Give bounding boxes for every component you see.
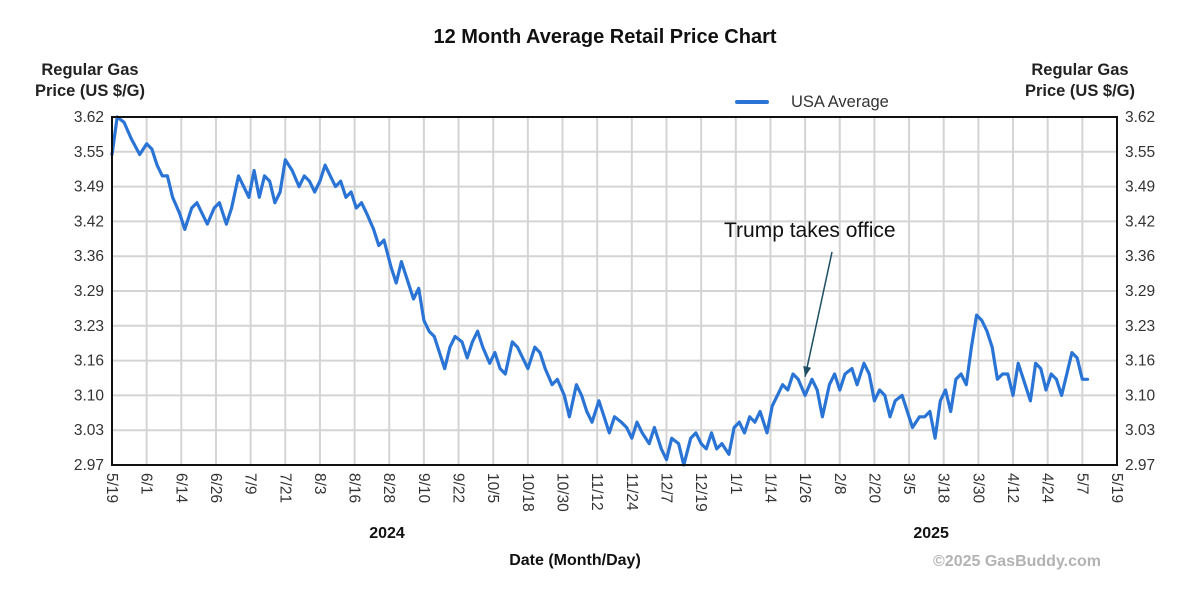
x-tick-label: 6/1	[138, 473, 155, 495]
legend-swatch-usa-average	[735, 100, 769, 104]
y-tick-label-left: 3.16	[74, 353, 104, 370]
y-tick-label-left: 3.42	[74, 213, 104, 230]
y-tick-label-left: 3.23	[74, 318, 104, 335]
plot-frame	[111, 116, 1118, 466]
x-tick-label: 1/14	[761, 473, 778, 504]
x-tick-label: 4/12	[1004, 473, 1021, 503]
x-tick-label: 1/26	[796, 473, 813, 503]
x-tick-label: 11/12	[588, 473, 605, 511]
y-tick-label-right: 3.23	[1125, 318, 1155, 335]
y-tick-label-left: 3.29	[74, 283, 104, 300]
x-tick-label: 4/24	[1039, 473, 1056, 504]
x-tick-label: 8/16	[346, 473, 363, 503]
year-label-2025: 2025	[913, 525, 949, 542]
y-tick-label-right: 3.16	[1125, 353, 1155, 370]
y-tick-label-left: 3.36	[74, 248, 104, 265]
annotation-trump-takes-office: Trump takes office	[724, 219, 896, 242]
x-tick-label: 2/20	[865, 473, 882, 504]
x-tick-label: 3/18	[935, 473, 952, 503]
x-tick-label: 5/19	[1108, 473, 1125, 503]
y-tick-label-left: 3.55	[74, 144, 104, 161]
y-axis-label-left: Regular Gas Price (US $/G)	[34, 61, 146, 100]
y-tick-label-right: 3.49	[1125, 179, 1155, 196]
x-tick-label: 10/18	[519, 473, 536, 512]
x-tick-label: 11/24	[623, 473, 640, 511]
x-tick-label: 8/3	[311, 473, 328, 495]
x-tick-label: 12/7	[657, 473, 674, 503]
y-tick-label-right: 3.10	[1125, 387, 1156, 404]
y-tick-label-right: 3.55	[1125, 144, 1155, 161]
y-tick-label-right: 3.62	[1125, 109, 1155, 126]
y-tick-label-left: 2.97	[74, 457, 104, 474]
x-tick-label: 10/30	[554, 473, 571, 512]
legend: USA Average	[735, 92, 889, 112]
chart-title: 12 Month Average Retail Price Chart	[433, 26, 777, 48]
annotation-arrow-head	[803, 366, 812, 377]
x-tick-label: 5/7	[1073, 473, 1090, 495]
copyright-credit: ©2025 GasBuddy.com	[933, 553, 1101, 570]
x-tick-label: 3/5	[900, 473, 917, 495]
y-tick-label-right: 3.29	[1125, 283, 1155, 300]
year-label-2024: 2024	[369, 525, 405, 542]
x-axis-label: Date (Month/Day)	[509, 552, 641, 569]
y-tick-label-right: 2.97	[1125, 457, 1155, 474]
legend-label-usa-average: USA Average	[791, 92, 889, 111]
y-tick-label-right: 3.36	[1125, 248, 1155, 265]
x-tick-label: 7/9	[242, 473, 259, 495]
y-axis-label-right: Regular Gas Price (US $/G)	[1024, 61, 1136, 100]
y-tick-label-left: 3.49	[74, 179, 104, 196]
annotation-arrow-shaft	[804, 251, 833, 377]
x-tick-label: 2/8	[831, 473, 848, 495]
x-tick-label: 5/19	[103, 473, 120, 503]
x-tick-label: 10/5	[484, 473, 501, 503]
x-tick-label: 8/28	[380, 473, 397, 503]
y-tick-label-right: 3.03	[1125, 422, 1155, 439]
x-tick-label: 1/1	[727, 473, 744, 495]
x-tick-label: 12/19	[692, 473, 709, 512]
x-tick-label: 9/22	[450, 473, 467, 503]
x-tick-label: 9/10	[415, 473, 432, 504]
y-tick-label-left: 3.62	[74, 109, 104, 126]
x-tick-label: 3/30	[969, 473, 986, 504]
series-line-usa-average	[110, 115, 1090, 467]
y-tick-label-left: 3.03	[74, 422, 104, 439]
x-tick-label: 6/26	[207, 473, 224, 503]
x-tick-label: 6/14	[172, 473, 189, 504]
y-tick-label-left: 3.10	[74, 387, 105, 404]
x-tick-label: 7/21	[276, 473, 293, 503]
y-tick-label-right: 3.42	[1125, 213, 1155, 230]
